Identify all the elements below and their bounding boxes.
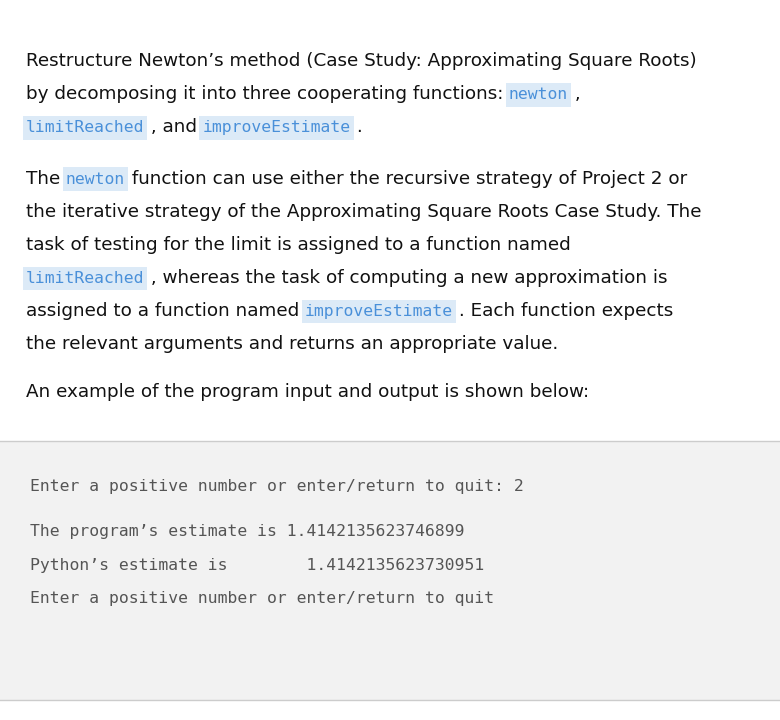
Text: , and: , and xyxy=(144,119,203,137)
Text: Python’s estimate is        1.4142135623730951: Python’s estimate is 1.4142135623730951 xyxy=(30,557,484,572)
Text: Enter a positive number or enter/return to quit: Enter a positive number or enter/return … xyxy=(30,590,494,606)
Text: .: . xyxy=(351,119,363,137)
Text: . Each function expects: . Each function expects xyxy=(453,302,674,320)
Text: The: The xyxy=(26,170,66,188)
Text: , whereas the task of computing a new approximation is: , whereas the task of computing a new ap… xyxy=(144,269,667,287)
Text: the relevant arguments and returns an appropriate value.: the relevant arguments and returns an ap… xyxy=(26,336,558,354)
Text: limitReached: limitReached xyxy=(26,271,144,286)
Text: Restructure Newton’s method (Case Study: Approximating Square Roots): Restructure Newton’s method (Case Study:… xyxy=(26,53,697,71)
Text: improveEstimate: improveEstimate xyxy=(203,120,351,135)
Text: limitReached: limitReached xyxy=(26,120,144,135)
Text: The program’s estimate is 1.4142135623746899: The program’s estimate is 1.414213562374… xyxy=(30,524,464,539)
Text: task of testing for the limit is assigned to a function named: task of testing for the limit is assigne… xyxy=(26,236,570,254)
Text: newton: newton xyxy=(509,87,569,102)
Text: by decomposing it into three cooperating functions:: by decomposing it into three cooperating… xyxy=(26,86,509,104)
Text: newton: newton xyxy=(66,171,125,186)
Text: An example of the program input and output is shown below:: An example of the program input and outp… xyxy=(26,383,589,401)
Text: function can use either the recursive strategy of Project 2 or: function can use either the recursive st… xyxy=(126,170,686,188)
Text: assigned to a function named: assigned to a function named xyxy=(26,302,305,320)
Text: the iterative strategy of the Approximating Square Roots Case Study. The: the iterative strategy of the Approximat… xyxy=(26,203,701,221)
Text: Enter a positive number or enter/return to quit: 2: Enter a positive number or enter/return … xyxy=(30,479,523,494)
Text: improveEstimate: improveEstimate xyxy=(305,304,453,319)
Text: ,: , xyxy=(569,86,580,104)
